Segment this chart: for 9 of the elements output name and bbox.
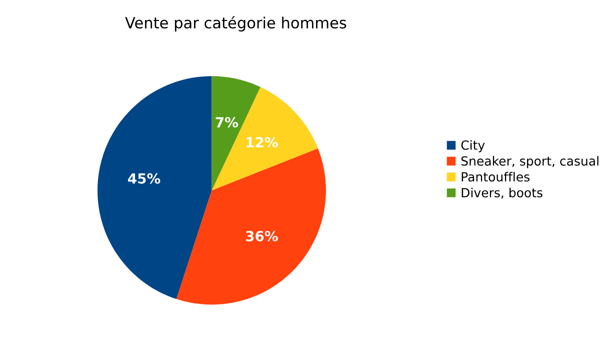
legend-label: City [461,140,485,152]
legend-label: Pantouffles [462,172,530,182]
data-label: 12% [246,137,278,148]
data-label: 45% [128,173,160,184]
data-label: 7% [216,117,238,128]
legend-label: Divers, boots [462,188,542,199]
legend-label: Sneaker, sport, casual [461,156,598,168]
chart-title: Vente par catégorie hommes [125,16,346,32]
data-label: 36% [246,230,278,242]
